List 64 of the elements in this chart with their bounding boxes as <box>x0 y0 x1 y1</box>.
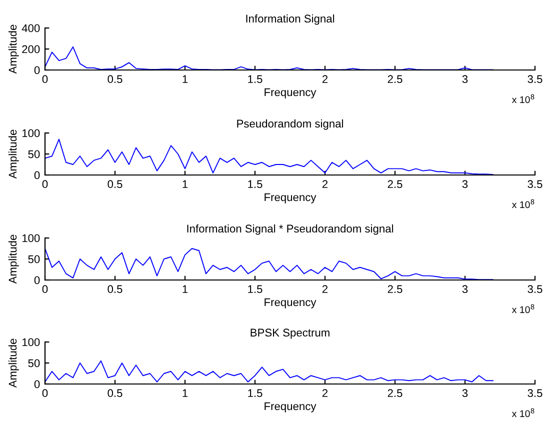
x-tick-label: 0 <box>42 75 48 84</box>
x-tick-label: 2 <box>322 180 328 188</box>
x-tick-label: 1.5 <box>248 389 262 398</box>
text: x 10$^{8}$ <box>512 304 534 314</box>
text: x 10$^{8}$ <box>512 199 534 208</box>
x-tick-label: 2.5 <box>388 180 402 188</box>
x-tick-label: 1 <box>182 389 188 397</box>
x-tick-label: 1.5 <box>248 180 262 188</box>
x-tick-label: 0.5 <box>108 389 122 398</box>
x-tick-label: 2.5 <box>388 285 402 294</box>
x-tick-label: 0.5 <box>108 285 122 294</box>
y-tick-label: 0 <box>34 380 40 388</box>
y-axis-title: Amplitude <box>8 234 19 284</box>
x-tick-label: 3.5 <box>528 180 542 188</box>
x-tick-label: 0 <box>42 180 48 188</box>
x-tick-label: 2 <box>322 285 328 293</box>
x-tick-label: 0 <box>42 285 48 294</box>
chart-title: BPSK Spectrum <box>250 328 330 339</box>
y-tick-label: 50 <box>28 150 40 158</box>
x-tick-label: 2.5 <box>388 75 402 84</box>
x-tick-label: 0 <box>42 389 48 398</box>
y-tick-label: 100 <box>22 234 40 242</box>
x-axis-title: Frequency <box>264 402 316 412</box>
x-tick-label: 1 <box>182 285 188 293</box>
x-tick-label: 3.5 <box>528 389 542 398</box>
x-tick-label: 2.5 <box>388 389 402 398</box>
x-tick-label: 3 <box>462 180 468 188</box>
line-series <box>45 138 494 175</box>
x-tick-label: 1 <box>182 75 188 83</box>
x-tick-label: 1.5 <box>248 285 262 294</box>
y-tick-label: 50 <box>28 359 40 368</box>
x-tick-label: 3 <box>462 75 468 84</box>
text: x 10$^{8}$ <box>512 94 534 104</box>
x-axis-title: Frequency <box>264 298 316 308</box>
y-tick-label: 100 <box>22 129 40 138</box>
chart-title: Information Signal * Pseudorandom signal <box>187 224 394 235</box>
x-tick-label: 3 <box>462 285 468 294</box>
x-tick-label: 1 <box>182 180 188 188</box>
y-tick-label: 50 <box>28 255 40 264</box>
x-tick-label: 2 <box>322 389 328 397</box>
line-series <box>45 248 494 280</box>
x-axis-title: Frequency <box>264 193 316 204</box>
y-axis-title: Amplitude <box>8 130 19 179</box>
y-tick-label: 200 <box>22 45 40 54</box>
y-tick-label: 0 <box>34 276 40 284</box>
x-tick-label: 2 <box>322 75 328 83</box>
chart-title: Pseudorandom signal <box>237 119 343 130</box>
y-axis-title: Amplitude <box>8 24 19 74</box>
x-axis-title: Frequency <box>264 88 316 98</box>
x-tick-label: 3.5 <box>528 75 542 84</box>
y-tick-label: 100 <box>22 338 40 346</box>
y-tick-label: 0 <box>34 171 40 180</box>
line-series <box>45 360 494 382</box>
y-tick-label: 0 <box>34 66 40 74</box>
x-tick-label: 1.5 <box>248 75 262 84</box>
y-tick-label: 400 <box>22 24 40 32</box>
x-tick-label: 0.5 <box>108 180 122 188</box>
x-tick-label: 3 <box>462 389 468 398</box>
y-axis-title: Amplitude <box>8 338 19 388</box>
text: x 10$^{8}$ <box>512 408 534 418</box>
x-tick-label: 3.5 <box>528 285 542 294</box>
chart-title: Information Signal <box>246 14 334 25</box>
x-tick-label: 0.5 <box>108 75 122 84</box>
line-series <box>45 46 494 70</box>
